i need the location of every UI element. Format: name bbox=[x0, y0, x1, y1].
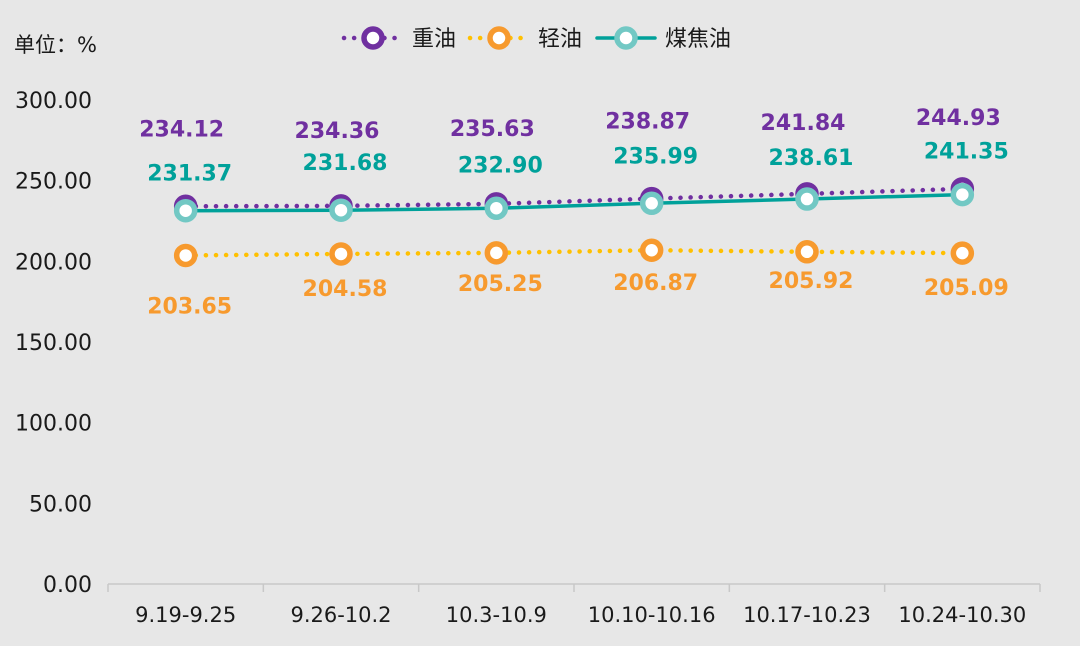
data-label: 244.93 bbox=[916, 106, 1001, 131]
data-point bbox=[950, 241, 975, 265]
data-label: 203.65 bbox=[147, 294, 232, 319]
series-line bbox=[183, 247, 965, 258]
data-label: 231.68 bbox=[303, 151, 388, 176]
data-label: 241.84 bbox=[761, 111, 846, 136]
data-label: 241.35 bbox=[924, 140, 1009, 165]
data-label: 205.25 bbox=[458, 272, 543, 297]
data-point bbox=[795, 240, 819, 264]
data-point bbox=[795, 187, 819, 211]
data-point bbox=[484, 196, 509, 221]
legend-marker bbox=[361, 26, 385, 50]
data-label: 238.61 bbox=[769, 146, 854, 171]
data-label: 235.99 bbox=[613, 144, 698, 169]
data-point bbox=[329, 198, 353, 222]
axes: 0.00 50.00 100.00 150.00 200.00 250.00 300.00 9… bbox=[15, 89, 1041, 627]
series-line bbox=[183, 186, 965, 209]
legend-marker bbox=[487, 26, 511, 50]
legend-label: 轻油 bbox=[538, 27, 582, 52]
y-tick-label: 200.00 bbox=[15, 250, 92, 275]
legend: 重油 轻油 煤焦油 bbox=[341, 26, 731, 52]
plot-area: 234.12 234.36 235.63 238.87 241.84 244.93 203.… bbox=[139, 106, 1009, 320]
data-label: 234.36 bbox=[295, 119, 380, 144]
y-tick-label: 100.00 bbox=[15, 412, 92, 437]
data-point bbox=[173, 243, 198, 268]
y-tick-label: 50.00 bbox=[29, 492, 92, 517]
legend-marker bbox=[614, 26, 638, 50]
legend-label: 重油 bbox=[412, 27, 456, 52]
x-tick-label: 9.19-9.25 bbox=[135, 603, 236, 627]
x-tick-label: 9.26-10.2 bbox=[290, 603, 391, 627]
unit-label: 单位：% bbox=[14, 33, 97, 57]
data-label: 206.87 bbox=[613, 271, 698, 296]
data-point bbox=[329, 242, 353, 266]
data-label: 205.92 bbox=[769, 269, 854, 294]
data-label: 238.87 bbox=[605, 110, 690, 135]
x-tick-label: 10.24-10.30 bbox=[898, 603, 1026, 627]
legend-label: 煤焦油 bbox=[665, 27, 731, 52]
series-line bbox=[183, 192, 965, 213]
data-label: 205.09 bbox=[924, 276, 1009, 301]
data-point bbox=[173, 198, 198, 223]
y-tick-label: 150.00 bbox=[15, 331, 92, 356]
y-tick-label: 300.00 bbox=[15, 89, 92, 114]
y-tick-label: 250.00 bbox=[15, 170, 92, 195]
x-tick-label: 10.3-10.9 bbox=[446, 603, 547, 627]
data-label: 235.63 bbox=[450, 117, 535, 142]
data-label: 232.90 bbox=[458, 153, 543, 178]
x-tick-label: 10.17-10.23 bbox=[743, 603, 871, 627]
x-tick-label: 10.10-10.16 bbox=[588, 603, 716, 627]
y-tick-label: 0.00 bbox=[43, 573, 92, 598]
data-point bbox=[639, 238, 664, 262]
data-point bbox=[484, 241, 509, 265]
data-label: 231.37 bbox=[147, 162, 232, 187]
data-label: 234.12 bbox=[139, 117, 224, 142]
data-point bbox=[639, 191, 664, 216]
data-label: 204.58 bbox=[303, 277, 388, 302]
data-point bbox=[950, 182, 975, 207]
